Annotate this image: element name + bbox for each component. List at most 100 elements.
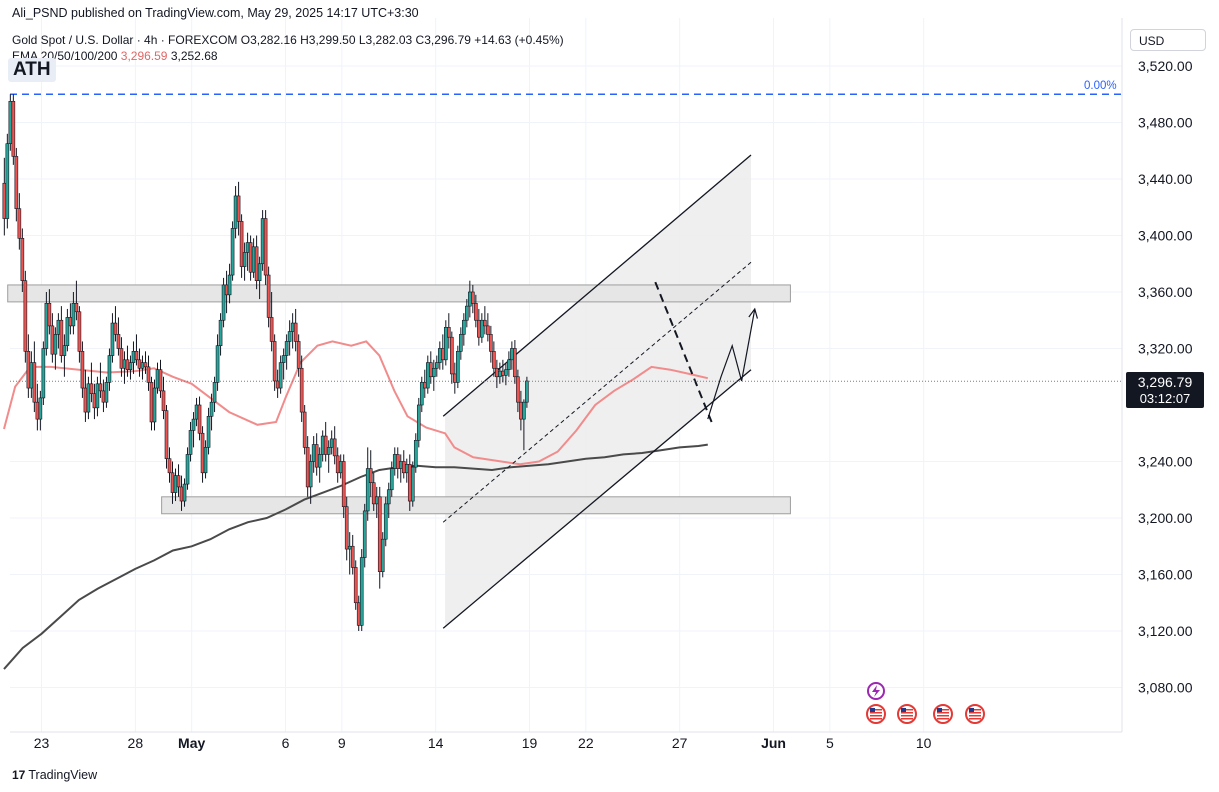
candle-body — [137, 359, 142, 369]
candle-body — [522, 401, 526, 420]
candle-body — [368, 468, 373, 483]
candle-body — [20, 238, 25, 281]
candle-body — [83, 387, 88, 413]
candle-body — [98, 383, 103, 392]
price-tick-label: 3,160.00 — [1138, 567, 1193, 583]
candle — [453, 362, 457, 394]
candle-body — [480, 319, 484, 338]
candle — [197, 396, 202, 441]
flag-canton — [937, 708, 942, 712]
channel-lower-line — [442, 369, 752, 629]
candle-body — [212, 382, 217, 403]
candle — [447, 313, 451, 349]
candle-body — [65, 317, 70, 346]
symbol-title: Gold Spot / U.S. Dollar · 4h · FOREXCOM — [12, 33, 238, 47]
candle — [242, 242, 247, 281]
candle-body — [218, 319, 223, 346]
tradingview-brand[interactable]: 17 TradingView — [12, 768, 97, 782]
candle — [299, 355, 304, 422]
candle-body — [374, 496, 379, 505]
candle — [116, 317, 121, 356]
candle-body — [188, 430, 193, 455]
candle — [525, 376, 529, 408]
time-tick-label: 6 — [282, 735, 290, 751]
candle-body — [68, 317, 73, 327]
candle-body — [185, 454, 190, 485]
flag-stripe — [969, 718, 981, 720]
candle — [317, 447, 322, 483]
candle-body — [465, 305, 469, 321]
candle-body — [486, 325, 490, 335]
flag-stripe — [870, 718, 882, 720]
candle — [140, 355, 145, 380]
candle-body — [516, 376, 520, 403]
candle-body — [209, 401, 214, 417]
candle-body — [146, 366, 151, 383]
candle-body — [251, 246, 256, 273]
symbol-line: Gold Spot / U.S. Dollar · 4h · FOREXCOM … — [12, 33, 564, 47]
channel-upper-line — [442, 154, 752, 417]
candle — [263, 210, 268, 285]
candle-body — [221, 284, 226, 321]
ath-label: ATH — [8, 58, 56, 82]
candle — [431, 359, 436, 391]
candle-body — [95, 383, 100, 409]
time-tick-label: Jun — [761, 735, 786, 751]
candle-body — [116, 334, 121, 349]
candle — [471, 284, 475, 314]
candle-body — [434, 362, 439, 369]
candle — [404, 458, 409, 483]
candle — [332, 426, 337, 465]
candle — [410, 461, 415, 507]
currency-selector[interactable]: USD — [1130, 29, 1206, 51]
candle-body — [224, 284, 229, 296]
candle-body — [413, 440, 418, 468]
candle-body — [419, 382, 424, 406]
candle-body — [170, 472, 175, 493]
candle-body — [236, 195, 241, 222]
candle-body — [8, 101, 13, 144]
publisher-line: Ali_PSND published on TradingView.com, M… — [12, 6, 419, 20]
flag-stripe — [901, 715, 913, 717]
flag-stripe — [937, 709, 949, 711]
candle-body — [110, 322, 115, 356]
last-price-badge: 3,296.79 03:12:07 — [1126, 372, 1204, 408]
candle — [77, 306, 82, 363]
candle-body — [269, 317, 274, 342]
drawing-layer — [10, 93, 1122, 629]
sr-zone — [161, 496, 791, 515]
candle — [323, 421, 328, 462]
candle-body — [416, 404, 421, 441]
candle — [35, 383, 40, 431]
candle — [275, 369, 280, 398]
candle-body — [38, 397, 43, 420]
candle — [14, 147, 19, 222]
time-tick-label: 27 — [672, 735, 688, 751]
candle — [50, 313, 55, 363]
candle-layer — [2, 94, 529, 631]
candle — [296, 334, 301, 377]
candle — [38, 390, 43, 431]
candle-body — [383, 503, 388, 540]
candle — [182, 478, 187, 507]
flag-stripe — [870, 712, 882, 714]
candle — [122, 351, 127, 384]
price-tick-label: 3,080.00 — [1138, 680, 1193, 696]
candle — [386, 482, 391, 518]
candle-body — [468, 291, 472, 307]
candle-body — [275, 380, 280, 389]
candle-body — [182, 483, 187, 502]
lightning-event-icon — [867, 682, 885, 700]
candle — [302, 405, 307, 455]
candle-body — [338, 461, 343, 474]
candle — [335, 447, 340, 483]
candle-body — [444, 327, 448, 361]
candle — [450, 331, 454, 384]
candle — [359, 549, 364, 631]
flag-stripe — [969, 709, 981, 711]
candle-body — [296, 341, 301, 369]
flag-ring — [866, 704, 886, 724]
candle-body — [134, 351, 139, 361]
candle — [480, 313, 484, 343]
